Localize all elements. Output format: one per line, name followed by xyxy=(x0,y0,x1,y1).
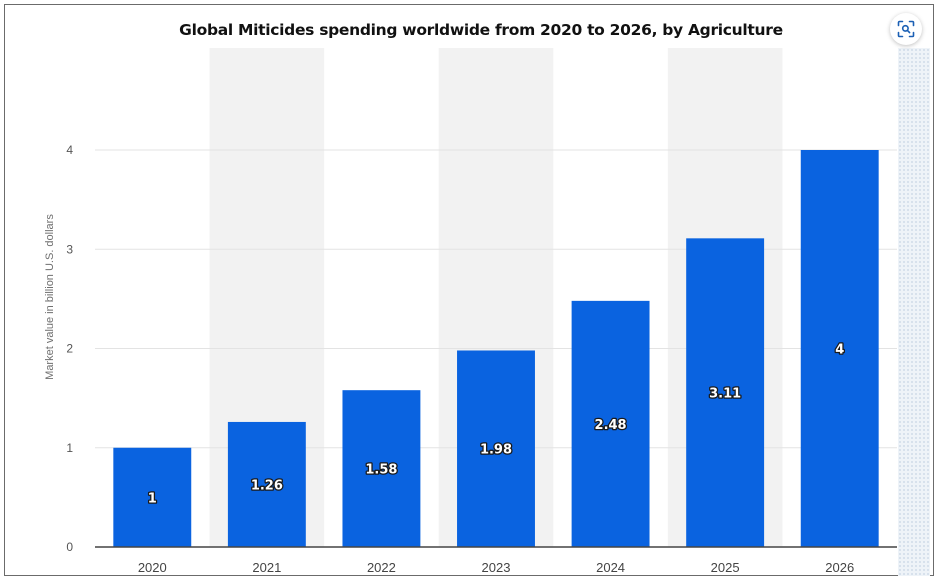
y-axis-label: Market value in billion U.S. dollars xyxy=(44,214,56,380)
bar-2023[interactable] xyxy=(457,350,535,547)
y-tick-label: 3 xyxy=(66,242,73,256)
x-tick-label: 2023 xyxy=(482,560,511,575)
bar-2021[interactable] xyxy=(227,421,306,547)
x-tick-label: 2024 xyxy=(596,560,625,575)
x-tick-label: 2022 xyxy=(367,560,396,575)
y-tick-label: 4 xyxy=(66,143,73,157)
bar-2025[interactable] xyxy=(686,238,765,547)
scan-search-icon xyxy=(897,20,915,38)
x-tick-label: 2021 xyxy=(252,560,281,575)
bar-2024[interactable] xyxy=(571,300,650,547)
y-tick-label: 2 xyxy=(66,342,73,356)
data-label: 4 xyxy=(835,343,844,358)
data-label: 1.26 xyxy=(251,478,283,493)
y-tick-label: 1 xyxy=(66,441,73,455)
x-tick-label: 2026 xyxy=(825,560,854,575)
bar-2020[interactable] xyxy=(113,447,192,547)
visual-search-button[interactable] xyxy=(890,13,922,45)
y-tick-label: 0 xyxy=(66,540,73,554)
x-tick-label: 2020 xyxy=(138,560,167,575)
data-label: 2.48 xyxy=(595,418,627,433)
data-label: 1.58 xyxy=(365,463,397,478)
data-label: 1.98 xyxy=(480,443,512,458)
chart-title: Global Miticides spending worldwide from… xyxy=(179,21,783,39)
bar-2026[interactable] xyxy=(800,150,879,547)
data-label: 1 xyxy=(148,491,157,506)
scroll-area xyxy=(898,48,930,576)
data-label: 3.11 xyxy=(709,387,741,402)
bar-2022[interactable] xyxy=(342,390,421,547)
x-tick-label: 2025 xyxy=(711,560,740,575)
